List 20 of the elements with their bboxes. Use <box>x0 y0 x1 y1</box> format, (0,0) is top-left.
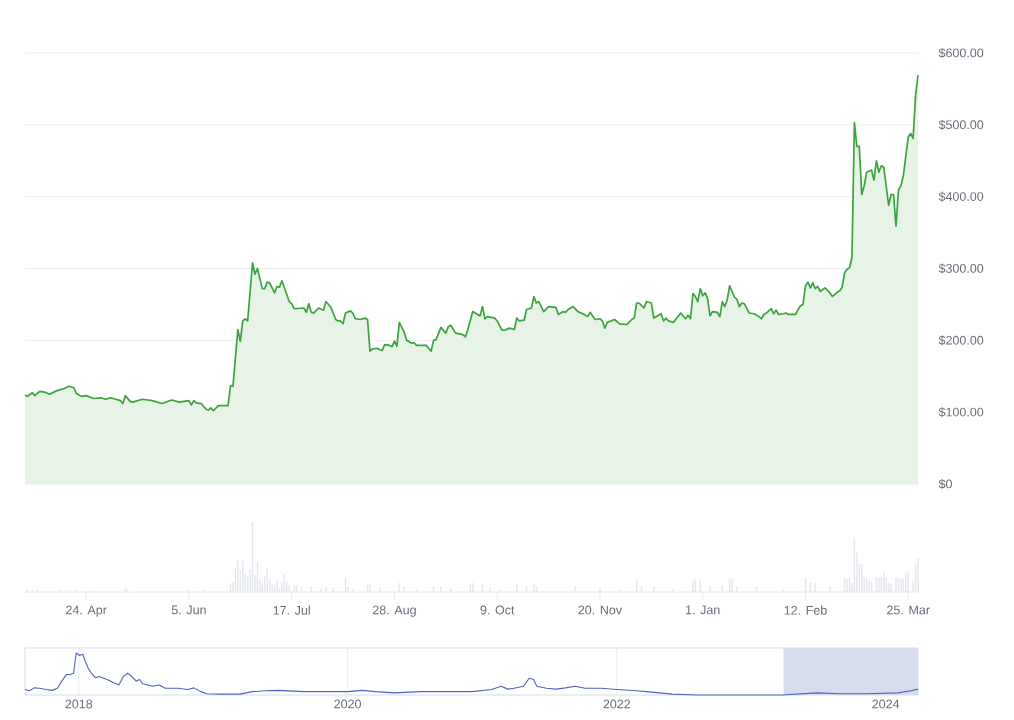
x-tick-label: 2020 <box>334 699 361 709</box>
x-tick-label: 9. Oct <box>480 605 515 615</box>
y-tick-label: $100.00 <box>938 407 984 418</box>
x-tick-label: 12. Feb <box>784 605 827 615</box>
x-tick-label: 5. Jun <box>171 605 206 615</box>
x-tick-label: 2018 <box>65 699 93 709</box>
y-tick-label: $300.00 <box>938 263 984 274</box>
y-tick-label: $400.00 <box>938 191 984 202</box>
y-tick-label: $500.00 <box>938 119 984 130</box>
x-tick-label: 17. Jul <box>273 605 310 615</box>
y-tick-label: $0 <box>938 478 952 490</box>
x-tick-label: 25. Mar <box>887 605 930 615</box>
x-tick-label: 2022 <box>603 699 631 709</box>
x-tick-label: 24. Apr <box>66 605 107 617</box>
y-tick-label: $200.00 <box>938 335 984 346</box>
y-tick-label: $600.00 <box>938 47 984 59</box>
x-tick-label: 20. Nov <box>578 605 623 615</box>
x-tick-label: 28. Aug <box>372 605 416 617</box>
x-tick-label: 1. Jan <box>686 605 720 615</box>
x-tick-label: 2024 <box>872 699 900 709</box>
